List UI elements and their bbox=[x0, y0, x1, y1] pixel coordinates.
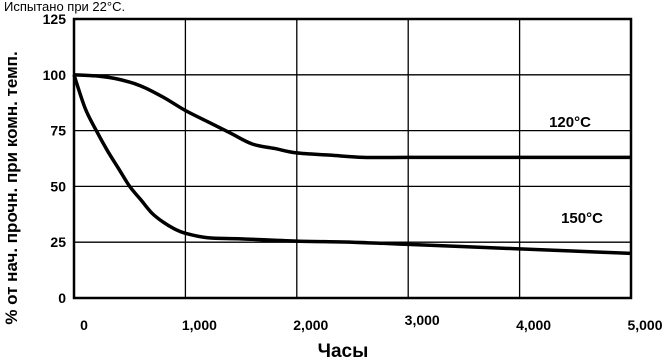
plot-frame bbox=[72, 17, 633, 300]
x-axis-title: Часы bbox=[318, 341, 369, 358]
y-tick-label: 100 bbox=[43, 67, 67, 83]
y-tick-label: 75 bbox=[50, 123, 66, 139]
x-tick-label: 2,000 bbox=[293, 317, 328, 333]
x-tick-labels: 0 1,000 2,000 3,000 4,000 5,000 bbox=[80, 312, 663, 333]
y-tick-label: 0 bbox=[58, 290, 66, 306]
x-tick-label: 1,000 bbox=[182, 317, 217, 333]
y-tick-label: 25 bbox=[50, 234, 66, 250]
y-tick-labels: 0 25 50 75 100 125 bbox=[43, 11, 67, 306]
y-axis-title: % от нач. прочн. при комн. темп. bbox=[2, 51, 21, 324]
series-line-1 bbox=[72, 74, 632, 256]
series-label-150: 150°C bbox=[561, 210, 603, 227]
y-tick-label: 125 bbox=[43, 11, 67, 27]
x-tick-label: 4,000 bbox=[516, 317, 551, 333]
series-layer bbox=[72, 73, 632, 256]
x-tick-label: 3,000 bbox=[405, 312, 440, 328]
series-line-0 bbox=[73, 73, 631, 160]
header-text: Испытано при 22°C. bbox=[4, 0, 125, 14]
series-label-120: 120°C bbox=[549, 114, 591, 131]
x-tick-label: 0 bbox=[80, 317, 88, 333]
x-tick-label: 5,000 bbox=[627, 317, 662, 333]
y-tick-label: 50 bbox=[50, 178, 66, 194]
